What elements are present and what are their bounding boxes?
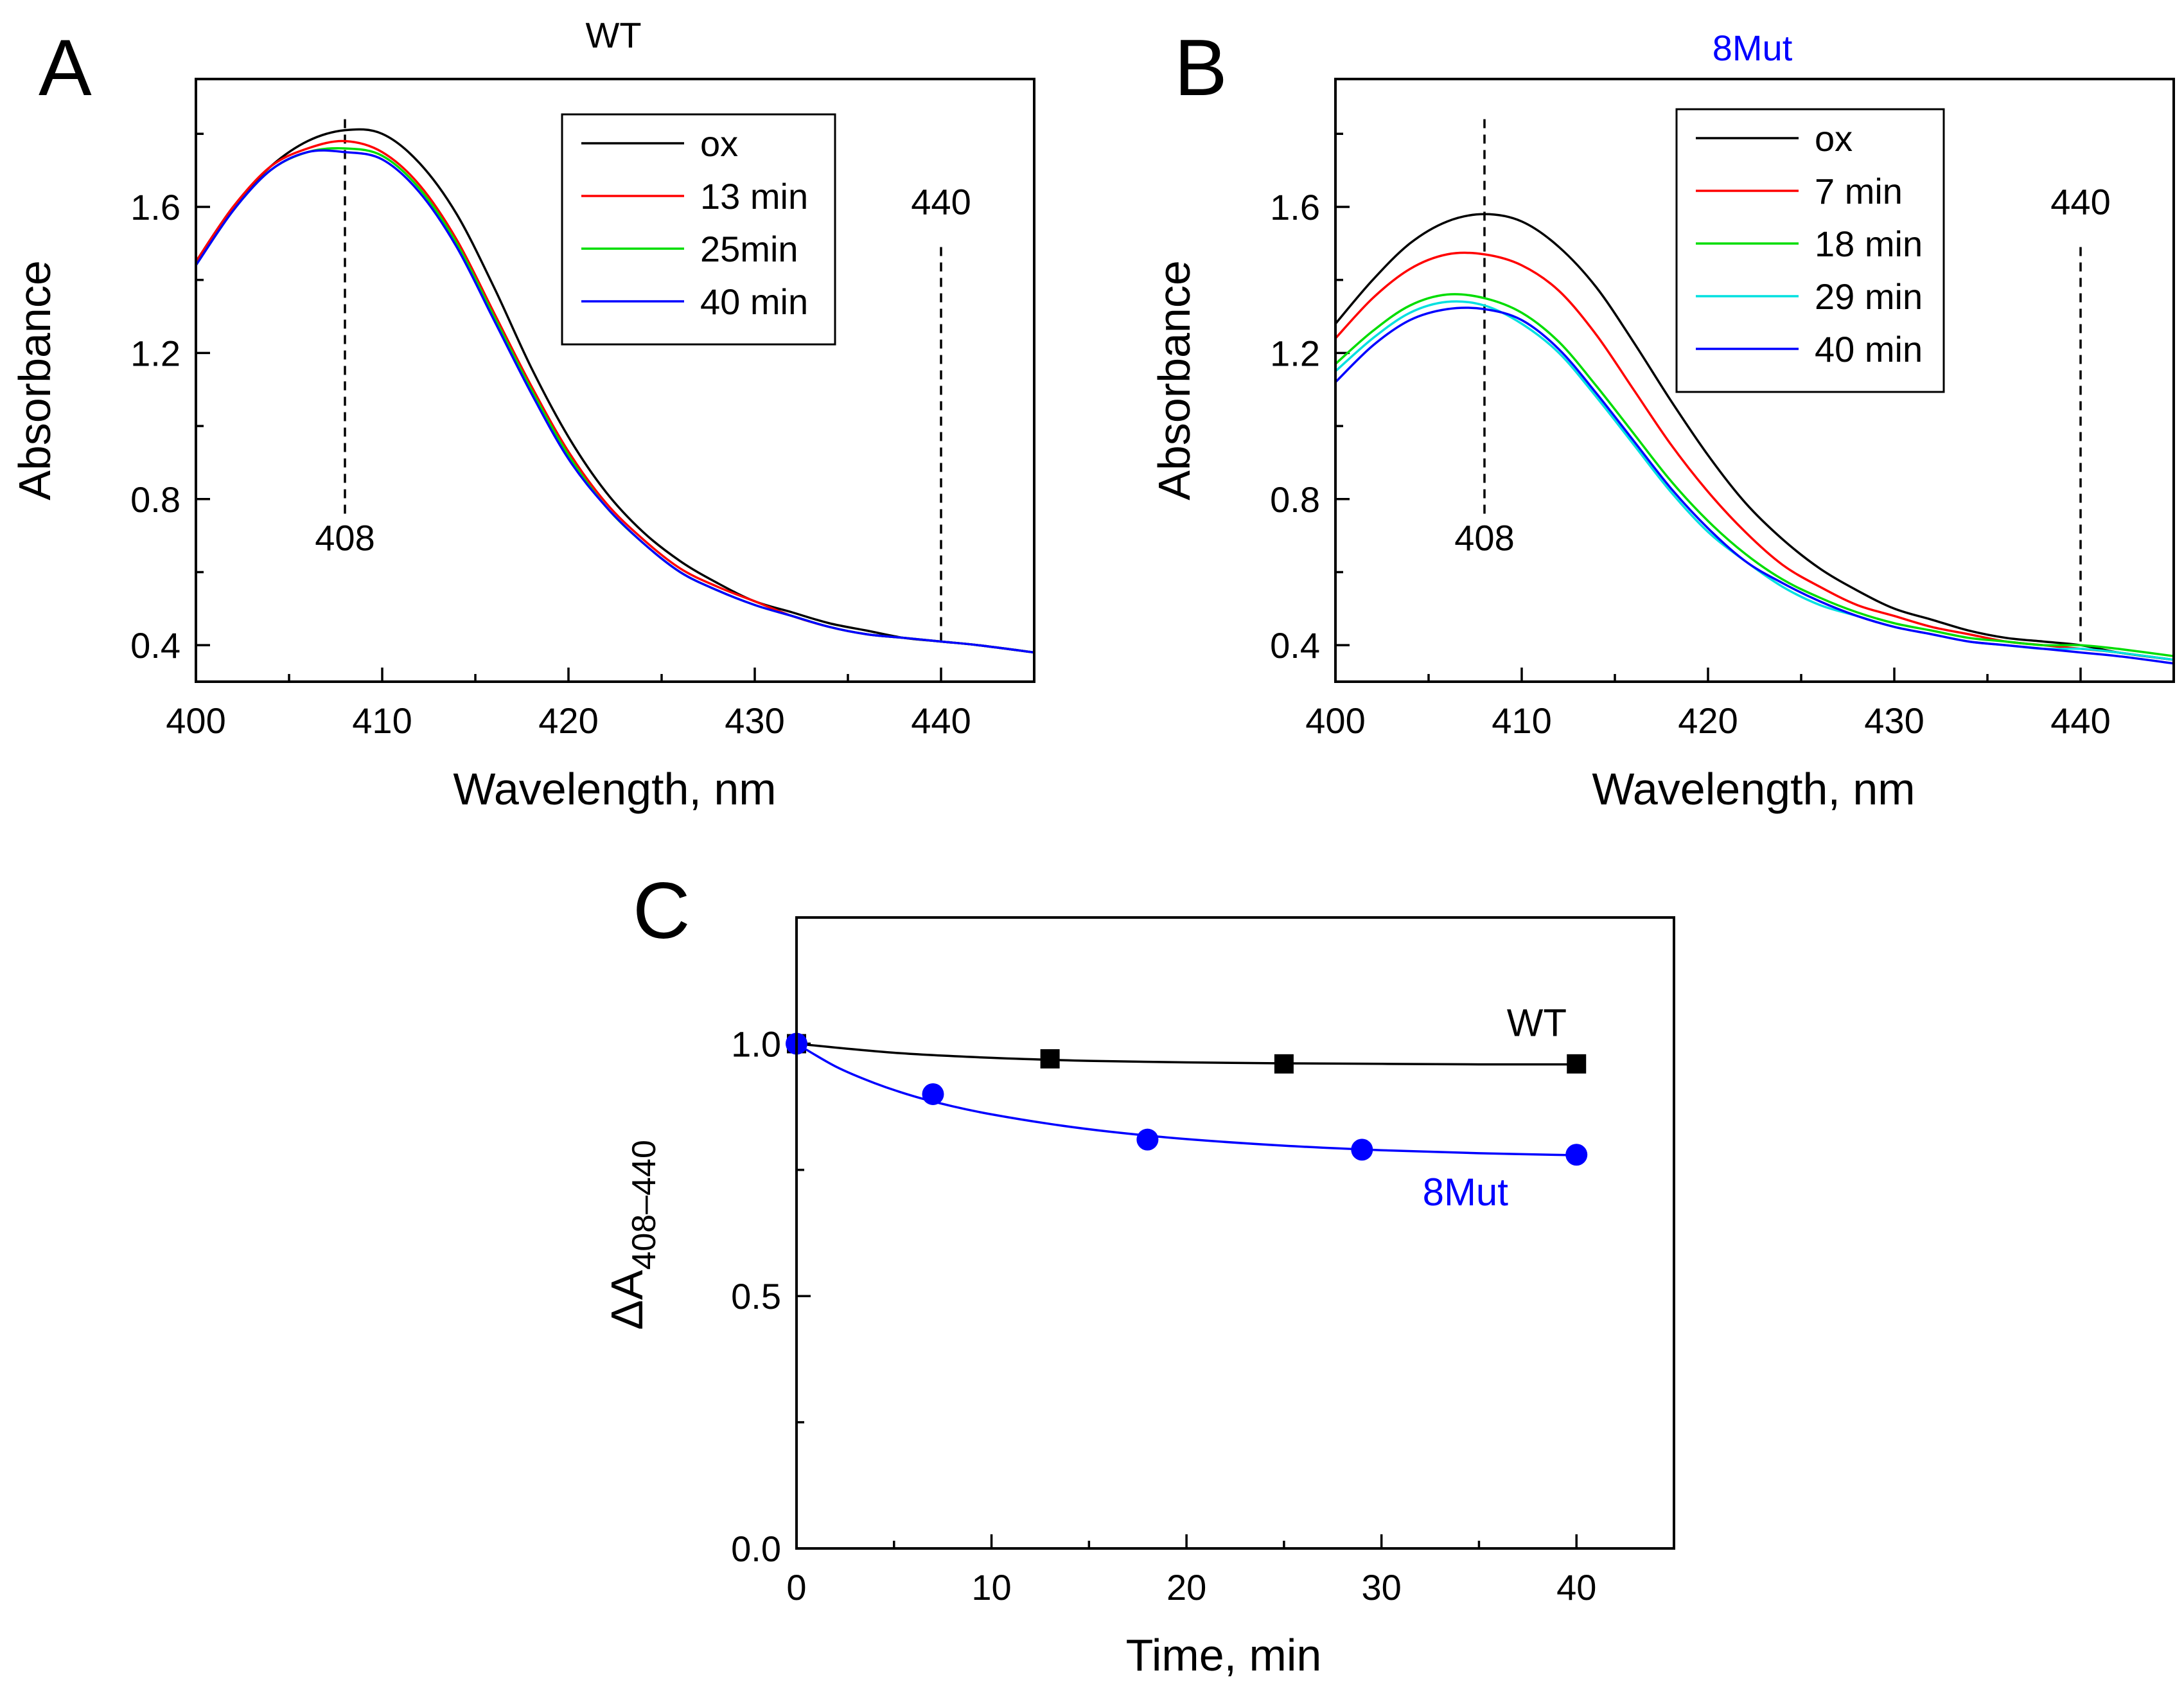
panel-c-point-8mut [1136, 1128, 1159, 1151]
panel-c-point-8mut [1565, 1144, 1588, 1166]
panel-a-legend-label: ox [700, 123, 738, 164]
panel-b-series-curve [1334, 293, 2174, 657]
panel-c-y-axis-title: ΔA408–440 [602, 1140, 663, 1330]
panel-c-series-label-8mut: 8Mut [1423, 1171, 1509, 1214]
panel-a-x-tick-label: 400 [166, 700, 225, 741]
panel-c-point-8mut [1351, 1139, 1373, 1161]
panel-b-x-tick-label: 410 [1492, 700, 1551, 741]
panel-a-legend-label: 25min [700, 229, 798, 269]
panel-a-title: WT [585, 15, 641, 55]
panel-b-x-tick-label: 420 [1678, 700, 1738, 741]
panel-b-x-axis-title: Wavelength, nm [1592, 764, 1915, 814]
panel-c-y-tick-label: 0.5 [731, 1276, 781, 1316]
panel-letter-a: A [39, 24, 92, 112]
panel-a-series-curve [195, 128, 1035, 654]
panel-c-point-8mut [922, 1083, 944, 1105]
panel-c-x-tick-label: 20 [1167, 1567, 1206, 1608]
panel-c-y-axis-title-subscript: 408–440 [626, 1140, 663, 1270]
panel-a-series-curves [195, 128, 1035, 654]
panel-c-y-tick-label: 0.0 [731, 1529, 781, 1569]
panel-b-legend: ox 7 min 18 min 29 min 40 min [1675, 108, 1945, 393]
panel-a-ticks: 400 410 420 430 440 0.4 0.8 1.2 1.6 [130, 132, 1035, 741]
panel-b-title: 8Mut [1713, 28, 1793, 68]
panel-a-y-tick-label: 1.2 [130, 333, 181, 373]
panel-a-legend-label: 13 min [700, 176, 808, 217]
panel-c-point-wt [1274, 1054, 1294, 1074]
panel-b-y-tick-label: 1.6 [1270, 187, 1320, 227]
panel-b-y-tick-label: 1.2 [1270, 333, 1320, 373]
panel-b-series-curve [1334, 306, 2174, 665]
panel-a-x-axis-title: Wavelength, nm [453, 764, 776, 814]
panel-a-x-tick-label: 430 [725, 700, 784, 741]
panel-b-y-tick-label: 0.4 [1270, 625, 1320, 666]
panel-b-x-tick-label: 440 [2050, 700, 2110, 741]
panel-b-legend-label: 18 min [1815, 224, 1923, 264]
panel-a-ref-label-440: 440 [911, 181, 971, 222]
panel-b-x-tick-label: 400 [1305, 700, 1365, 741]
panel-b-ref-label-440: 440 [2050, 181, 2110, 222]
panel-c-x-tick-label: 0 [786, 1567, 806, 1608]
panel-c-x-tick-label: 40 [1556, 1567, 1596, 1608]
panel-c-fit-line-wt [796, 1042, 1577, 1066]
panel-b-plot-frame [1334, 78, 2175, 683]
panel-c-x-tick-label: 30 [1362, 1567, 1402, 1608]
panel-a-reference-lines: 408 440 [315, 119, 971, 642]
panel-a-x-tick-label: 440 [911, 700, 971, 741]
panel-c-fit-line-8mut [796, 1042, 1577, 1157]
panel-letter-c: C [633, 867, 691, 955]
panel-a-y-tick-label: 0.4 [130, 625, 181, 666]
panel-b-ref-label-408: 408 [1454, 517, 1514, 558]
panel-b-legend-label: ox [1815, 118, 1853, 159]
panel-c-time-course-chart: C 0 10 20 30 40 0.0 0.5 1.0 WT 8Mut Time, min ΔA… [602, 867, 1675, 1680]
panel-c-point-wt [1567, 1054, 1587, 1074]
panel-b-legend-label: 40 min [1815, 329, 1923, 369]
panel-b-series-curves [1334, 213, 2174, 665]
panel-b-y-axis-title: Absorbance [1149, 260, 1199, 501]
panel-c-y-axis-title-main: ΔA [602, 1270, 652, 1330]
panel-c-series: WT 8Mut [786, 1002, 1588, 1214]
panel-a-legend: ox 13 min 25min 40 min [561, 113, 836, 346]
panel-b-ticks: 400 410 420 430 440 0.4 0.8 1.2 1.6 [1270, 132, 2175, 741]
panel-a-y-tick-label: 0.8 [130, 479, 181, 520]
panel-b-reference-lines: 408 440 [1454, 119, 2111, 642]
panel-a-x-tick-label: 410 [352, 700, 412, 741]
panel-a-y-axis-title: Absorbance [10, 260, 60, 501]
panel-a-legend-label: 40 min [700, 281, 808, 322]
panel-b-y-tick-label: 0.8 [1270, 479, 1320, 520]
panel-a-series-curve [195, 149, 1035, 654]
panel-a-legend-box [561, 113, 836, 346]
panel-c-plot-frame [795, 916, 1675, 1550]
panel-a-ref-label-408: 408 [315, 517, 374, 558]
panel-a-y-tick-label: 1.6 [130, 187, 181, 227]
panel-b-x-tick-label: 430 [1864, 700, 1924, 741]
panel-letter-b: B [1174, 24, 1228, 112]
panel-c-ticks: 0 10 20 30 40 0.0 0.5 1.0 [731, 1024, 1596, 1608]
panel-c-point-wt [1040, 1049, 1060, 1068]
panel-b-legend-box [1675, 108, 1945, 393]
panel-b-legend-label: 29 min [1815, 276, 1923, 317]
panel-a-x-tick-label: 420 [538, 700, 598, 741]
panel-b-legend-label: 7 min [1815, 171, 1903, 211]
panel-c-series-label-wt: WT [1507, 1002, 1567, 1045]
panel-c-x-tick-label: 10 [971, 1567, 1011, 1608]
panel-b-series-curve [1334, 213, 2174, 661]
panel-c-x-axis-title: Time, min [1126, 1630, 1322, 1680]
panel-b-absorbance-chart: B 8Mut 400 410 420 430 440 0.4 0.8 1.2 1.6 408 44… [1149, 24, 2175, 814]
panel-c-y-tick-label: 1.0 [731, 1024, 781, 1064]
panel-a-plot-frame [195, 78, 1035, 683]
